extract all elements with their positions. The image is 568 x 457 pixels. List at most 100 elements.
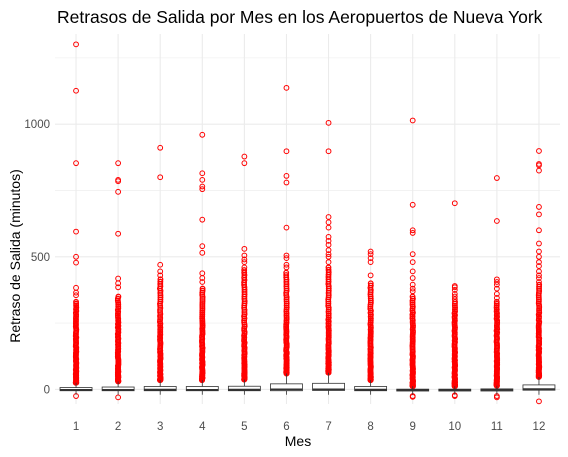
outlier-point	[115, 284, 122, 291]
outlier-point	[199, 287, 206, 294]
outlier-point	[115, 293, 122, 300]
outlier-point	[241, 245, 248, 252]
outlier-point	[73, 160, 79, 167]
outlier-point	[283, 252, 290, 259]
outlier-point	[115, 303, 122, 310]
outlier-point	[115, 160, 122, 167]
outlier-point	[451, 284, 458, 291]
outlier-point	[493, 218, 500, 224]
box-iqr	[312, 382, 345, 391]
outlier-point	[325, 259, 332, 266]
outlier-point	[199, 170, 206, 177]
outlier-point	[199, 216, 206, 223]
outlier-point	[536, 398, 542, 405]
outlier-point	[115, 188, 122, 195]
outlier-point	[73, 228, 79, 235]
outlier-point	[409, 285, 416, 292]
x-tick-label: 5	[241, 421, 247, 433]
outlier-point	[241, 256, 248, 263]
outlier-point	[157, 174, 164, 181]
outlier-point	[367, 272, 374, 279]
plot-marks	[59, 41, 556, 405]
outlier-point	[115, 394, 122, 401]
outlier-point	[283, 272, 290, 278]
y-tick-label: 1000	[24, 119, 50, 131]
outlier-point	[536, 167, 542, 174]
outlier-point	[493, 298, 500, 305]
outlier-point	[493, 175, 500, 181]
outlier-point	[199, 285, 206, 292]
outlier-point	[325, 234, 332, 240]
outlier-point	[325, 237, 332, 244]
outlier-point	[325, 251, 332, 258]
outlier-point	[199, 304, 206, 310]
box-iqr	[354, 386, 388, 392]
outlier-point	[283, 148, 290, 155]
x-axis-title: Mes	[285, 433, 311, 449]
outlier-point	[115, 230, 122, 237]
outlier-point	[536, 275, 542, 281]
outlier-point	[493, 279, 500, 285]
x-axis-ticks: 1 2 3 4 5 6 7 8 9 10 11 12	[73, 421, 546, 433]
outlier-point	[536, 281, 543, 288]
outlier-point	[536, 204, 542, 210]
outlier-point	[157, 278, 164, 285]
box-iqr	[270, 383, 303, 392]
outlier-point	[157, 261, 164, 268]
y-axis-title: Retraso de Salida (minutos)	[7, 169, 23, 343]
x-tick-label: 7	[325, 421, 331, 433]
outlier-point	[409, 288, 416, 295]
outlier-point	[536, 259, 542, 266]
outlier-point	[325, 253, 332, 260]
outlier-point	[409, 230, 416, 236]
outlier-point	[157, 272, 164, 279]
outlier-point	[283, 172, 290, 179]
outlier-point	[241, 264, 248, 271]
outlier-point	[283, 179, 290, 186]
outlier-point	[199, 249, 206, 256]
y-tick-label: 0	[44, 384, 50, 396]
x-tick-label: 12	[533, 421, 546, 433]
outlier-point	[283, 255, 290, 262]
outlier-point	[199, 279, 206, 285]
outlier-point	[241, 160, 248, 167]
outlier-point	[493, 394, 500, 401]
outlier-point	[325, 241, 332, 248]
outlier-point	[199, 131, 206, 138]
box-iqr	[522, 384, 556, 391]
outlier-point	[241, 252, 248, 259]
outlier-point	[325, 224, 332, 231]
x-tick-label: 4	[199, 421, 206, 433]
y-tick-label: 500	[31, 252, 50, 264]
outlier-point	[241, 153, 248, 160]
outlier-point	[157, 276, 164, 283]
outlier-point	[325, 214, 332, 220]
outlier-point	[325, 247, 332, 254]
x-tick-label: 2	[115, 421, 121, 433]
outlier-point	[73, 302, 80, 309]
outlier-point	[536, 240, 542, 247]
y-axis-ticks: 0 500 1000	[24, 119, 50, 396]
outlier-point	[325, 266, 332, 273]
outlier-point	[493, 281, 500, 288]
outlier-point	[199, 186, 206, 193]
outlier-point	[367, 280, 374, 287]
outlier-point	[409, 227, 416, 234]
outlier-point	[536, 253, 542, 260]
x-tick-label: 6	[283, 421, 289, 433]
outlier-point	[325, 148, 332, 155]
outlier-point	[451, 296, 458, 303]
outlier-point	[451, 293, 458, 300]
outlier-point	[325, 219, 332, 226]
outlier-point	[199, 311, 206, 318]
outlier-point	[536, 272, 542, 279]
outlier-point	[199, 183, 206, 190]
outlier-point	[409, 268, 416, 275]
outlier-point	[367, 259, 374, 266]
outlier-point	[409, 275, 416, 281]
outlier-point	[409, 259, 416, 266]
outlier-point	[536, 162, 542, 169]
outlier-point	[367, 248, 374, 255]
outlier-point	[241, 327, 248, 334]
